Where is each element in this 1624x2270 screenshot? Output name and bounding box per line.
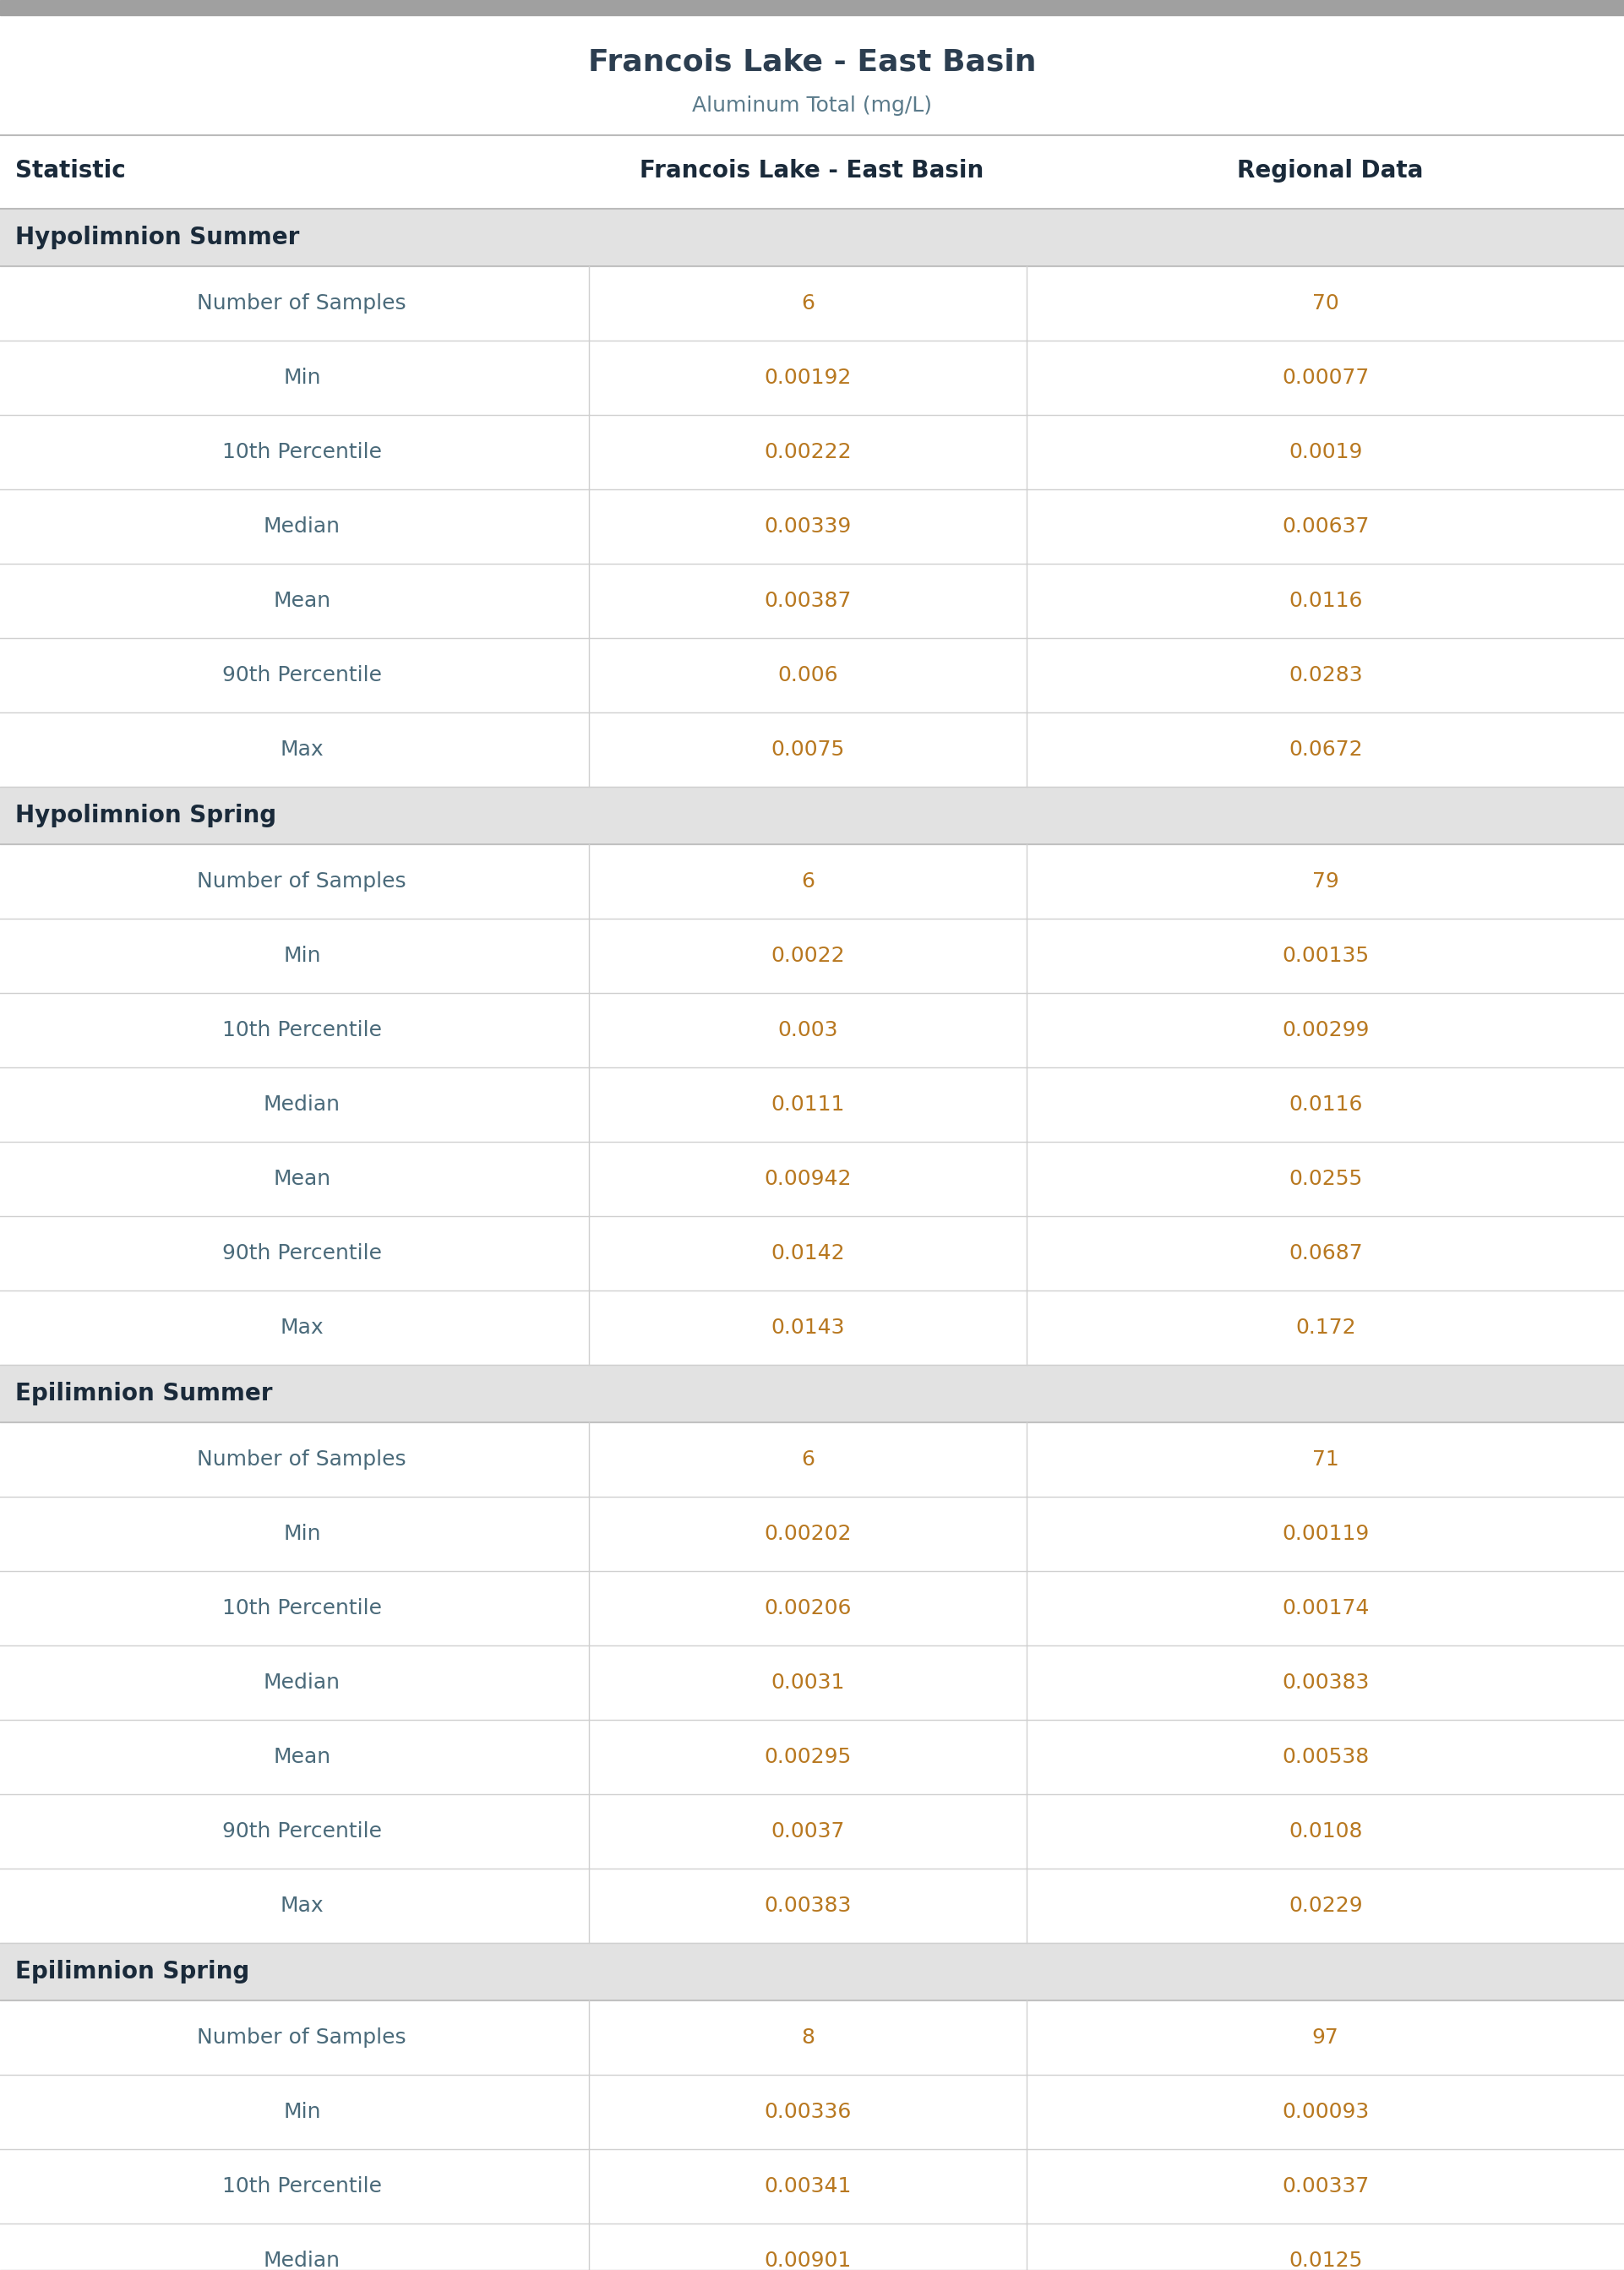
Text: 70: 70 [1312,293,1338,313]
Text: Min: Min [283,2102,320,2122]
Text: 0.0037: 0.0037 [771,1821,844,1841]
Text: Aluminum Total (mg/L): Aluminum Total (mg/L) [692,95,932,116]
Text: 0.0108: 0.0108 [1288,1821,1363,1841]
Text: 0.0022: 0.0022 [771,947,844,967]
Text: Median: Median [263,2250,341,2270]
Text: 0.00341: 0.00341 [765,2177,851,2197]
Text: 90th Percentile: 90th Percentile [222,665,382,686]
Text: 10th Percentile: 10th Percentile [222,1019,382,1040]
Text: 0.00077: 0.00077 [1281,368,1369,388]
Text: 0.00295: 0.00295 [765,1748,851,1766]
Text: 0.00174: 0.00174 [1281,1598,1369,1619]
Text: 0.00383: 0.00383 [1281,1673,1369,1693]
Text: 0.00339: 0.00339 [765,515,851,536]
Text: Francois Lake - East Basin: Francois Lake - East Basin [588,48,1036,77]
Text: 0.0255: 0.0255 [1289,1169,1363,1189]
Text: Max: Max [279,1317,323,1337]
Text: 90th Percentile: 90th Percentile [222,1244,382,1264]
Text: 0.172: 0.172 [1296,1317,1356,1337]
Text: 0.006: 0.006 [778,665,838,686]
Text: 0.00637: 0.00637 [1281,515,1369,536]
Text: Hypolimnion Summer: Hypolimnion Summer [15,225,299,250]
Text: 0.0283: 0.0283 [1288,665,1363,686]
Text: Francois Lake - East Basin: Francois Lake - East Basin [640,159,984,182]
Text: Epilimnion Spring: Epilimnion Spring [15,1959,250,1984]
Text: 0.00119: 0.00119 [1281,1523,1369,1544]
Text: 0.00093: 0.00093 [1281,2102,1369,2122]
Text: 0.00942: 0.00942 [763,1169,851,1189]
Text: 0.0111: 0.0111 [771,1094,844,1115]
Text: Statistic: Statistic [15,159,125,182]
Text: Median: Median [263,1094,341,1115]
Bar [0,788,1624,844]
Text: 0.0075: 0.0075 [771,740,844,760]
Text: 0.0116: 0.0116 [1288,1094,1363,1115]
Text: Epilimnion Summer: Epilimnion Summer [15,1382,273,1405]
Text: 0.00538: 0.00538 [1281,1748,1369,1766]
Text: Number of Samples: Number of Samples [197,293,406,313]
Text: 97: 97 [1312,2027,1338,2048]
Text: 0.00192: 0.00192 [765,368,851,388]
Text: 0.0672: 0.0672 [1288,740,1363,760]
Text: 0.0229: 0.0229 [1288,1895,1363,1916]
Text: 0.0125: 0.0125 [1288,2250,1363,2270]
Text: Median: Median [263,515,341,536]
Text: 79: 79 [1312,872,1338,892]
Text: Hypolimnion Spring: Hypolimnion Spring [15,804,276,826]
Text: 0.00222: 0.00222 [763,443,851,463]
Text: 6: 6 [801,293,815,313]
Text: 10th Percentile: 10th Percentile [222,1598,382,1619]
Bar [0,209,1624,266]
Text: 10th Percentile: 10th Percentile [222,443,382,463]
Text: Number of Samples: Number of Samples [197,2027,406,2048]
Text: 0.0143: 0.0143 [771,1317,844,1337]
Text: 6: 6 [801,872,815,892]
Text: 0.0031: 0.0031 [771,1673,844,1693]
Text: 0.00383: 0.00383 [765,1895,851,1916]
Text: Mean: Mean [273,590,331,611]
Text: Number of Samples: Number of Samples [197,872,406,892]
Text: Max: Max [279,1895,323,1916]
Text: Min: Min [283,947,320,967]
Text: Regional Data: Regional Data [1236,159,1423,182]
Text: 0.0019: 0.0019 [1288,443,1363,463]
Text: 8: 8 [801,2027,815,2048]
Text: 0.00202: 0.00202 [763,1523,851,1544]
Text: Mean: Mean [273,1169,331,1189]
Text: Number of Samples: Number of Samples [197,1448,406,1469]
Text: 0.003: 0.003 [778,1019,838,1040]
Bar [0,0,1624,16]
Text: 0.00337: 0.00337 [1281,2177,1369,2197]
Text: Min: Min [283,1523,320,1544]
Text: Median: Median [263,1673,341,1693]
Text: 71: 71 [1312,1448,1338,1469]
Text: 10th Percentile: 10th Percentile [222,2177,382,2197]
Text: 0.0116: 0.0116 [1288,590,1363,611]
Text: 90th Percentile: 90th Percentile [222,1821,382,1841]
Text: 6: 6 [801,1448,815,1469]
Text: 0.00387: 0.00387 [765,590,851,611]
Text: 0.00901: 0.00901 [765,2250,851,2270]
Text: 0.00206: 0.00206 [763,1598,851,1619]
Bar [0,1364,1624,1423]
Text: 0.00299: 0.00299 [1281,1019,1369,1040]
Text: Max: Max [279,740,323,760]
Text: 0.00336: 0.00336 [765,2102,851,2122]
Text: 0.00135: 0.00135 [1281,947,1369,967]
Bar [0,1943,1624,2000]
Text: 0.0687: 0.0687 [1288,1244,1363,1264]
Text: Mean: Mean [273,1748,331,1766]
Text: 0.0142: 0.0142 [771,1244,844,1264]
Text: Min: Min [283,368,320,388]
